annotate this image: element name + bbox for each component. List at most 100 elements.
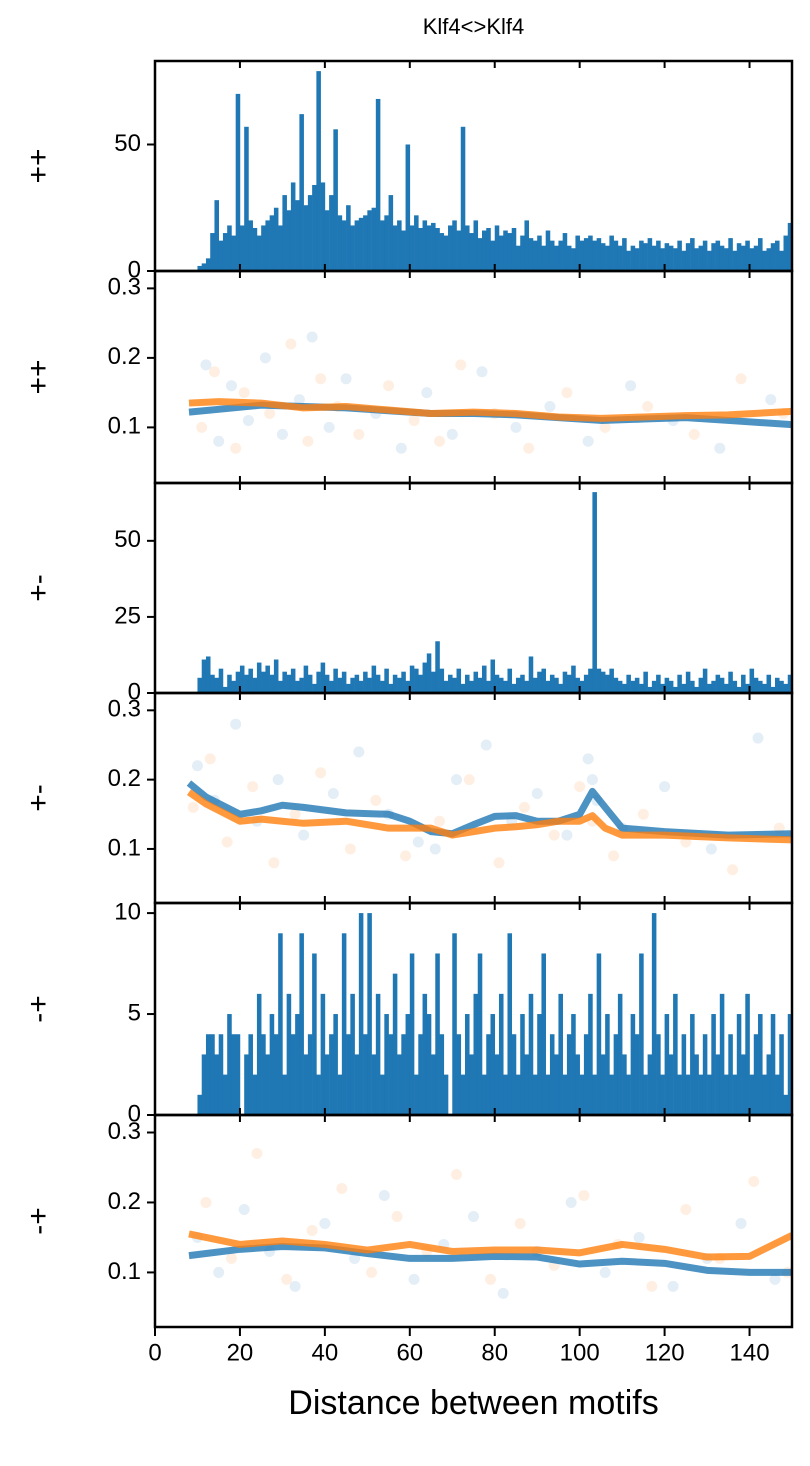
- y-tick-label: 0.3: [108, 1118, 141, 1145]
- bar: [333, 668, 338, 693]
- scatter-point: [251, 1147, 263, 1159]
- bar: [388, 683, 394, 693]
- trend-line: [188, 398, 792, 422]
- bar: [622, 238, 627, 271]
- bar: [299, 933, 304, 1115]
- bar: [634, 248, 640, 271]
- bar: [600, 243, 606, 271]
- bar: [456, 230, 462, 271]
- bar: [205, 258, 211, 271]
- scatter-point: [306, 1224, 318, 1236]
- bar: [702, 668, 708, 693]
- bar: [248, 220, 253, 271]
- scatter-point: [285, 338, 297, 350]
- scatter-point: [561, 829, 573, 841]
- scatter-point: [765, 394, 777, 406]
- bar: [414, 1074, 419, 1115]
- bar: [350, 677, 355, 693]
- bar: [566, 245, 572, 271]
- scatter-point: [289, 808, 301, 820]
- bar: [707, 683, 712, 693]
- bar: [515, 1074, 521, 1115]
- bar: [498, 677, 504, 693]
- bar: [639, 240, 644, 271]
- bar: [656, 240, 661, 271]
- bar: [273, 1034, 279, 1115]
- bar: [520, 674, 525, 693]
- y-tick-label: 0: [128, 678, 141, 705]
- bar: [783, 1094, 789, 1115]
- bar: [205, 656, 211, 693]
- y-tick-label: 0.2: [108, 765, 141, 792]
- bar: [375, 674, 381, 693]
- scatter-point: [735, 1217, 747, 1229]
- bar: [766, 248, 772, 271]
- bar: [613, 1034, 619, 1115]
- bar: [520, 235, 525, 271]
- bar: [685, 671, 691, 693]
- bar: [312, 683, 317, 693]
- bar: [473, 993, 479, 1115]
- y-axis-label: ++: [22, 359, 55, 394]
- bar: [490, 1014, 496, 1115]
- bar: [235, 93, 241, 271]
- bar: [490, 659, 496, 693]
- bar: [371, 665, 377, 693]
- scatter-point: [412, 836, 424, 848]
- axes-frame: [153, 269, 794, 485]
- bar: [201, 1054, 207, 1115]
- bar: [545, 680, 551, 693]
- scatter-point: [247, 781, 259, 793]
- scatter-point: [306, 331, 318, 343]
- scatter-point: [476, 366, 488, 378]
- bar: [698, 677, 704, 693]
- bar: [469, 233, 474, 271]
- bar: [660, 1074, 665, 1115]
- bar: [261, 1034, 266, 1115]
- scatter-point: [582, 435, 594, 447]
- bar: [541, 245, 546, 271]
- bar: [549, 240, 555, 271]
- bar: [524, 1054, 530, 1115]
- bar: [541, 953, 546, 1115]
- bar: [732, 250, 738, 271]
- bar: [443, 1074, 449, 1115]
- scatter-point: [578, 1189, 590, 1201]
- scatter-point: [608, 850, 620, 862]
- bar: [460, 126, 466, 271]
- bar: [579, 1074, 585, 1115]
- bar: [770, 1014, 776, 1115]
- y-tick-label: 0.1: [108, 1258, 141, 1285]
- bar: [507, 668, 513, 693]
- bar: [783, 683, 789, 693]
- scatter-point: [646, 1280, 658, 1292]
- bar: [605, 674, 610, 693]
- bar: [197, 265, 203, 271]
- bar: [770, 243, 776, 271]
- bar: [256, 235, 262, 271]
- bar: [571, 1014, 576, 1115]
- bar: [384, 1014, 389, 1115]
- scatter-point: [259, 352, 271, 364]
- bar: [562, 671, 568, 693]
- scatter-point: [366, 1266, 378, 1278]
- bar: [481, 665, 487, 693]
- bar: [647, 686, 653, 693]
- bar: [205, 1034, 211, 1115]
- bar: [660, 683, 665, 693]
- bar: [762, 1074, 767, 1115]
- scatter-point: [370, 794, 382, 806]
- bar: [532, 1074, 538, 1115]
- bar: [337, 1074, 343, 1115]
- bar: [741, 245, 746, 271]
- bar: [409, 953, 415, 1115]
- bar: [634, 1034, 640, 1115]
- bar: [384, 668, 389, 693]
- scatter-point: [242, 414, 254, 426]
- bar: [507, 233, 513, 271]
- x-tick-label: 40: [312, 1339, 339, 1366]
- bar: [418, 1034, 423, 1115]
- bar: [745, 683, 750, 693]
- bar: [498, 993, 504, 1115]
- bar: [435, 953, 440, 1115]
